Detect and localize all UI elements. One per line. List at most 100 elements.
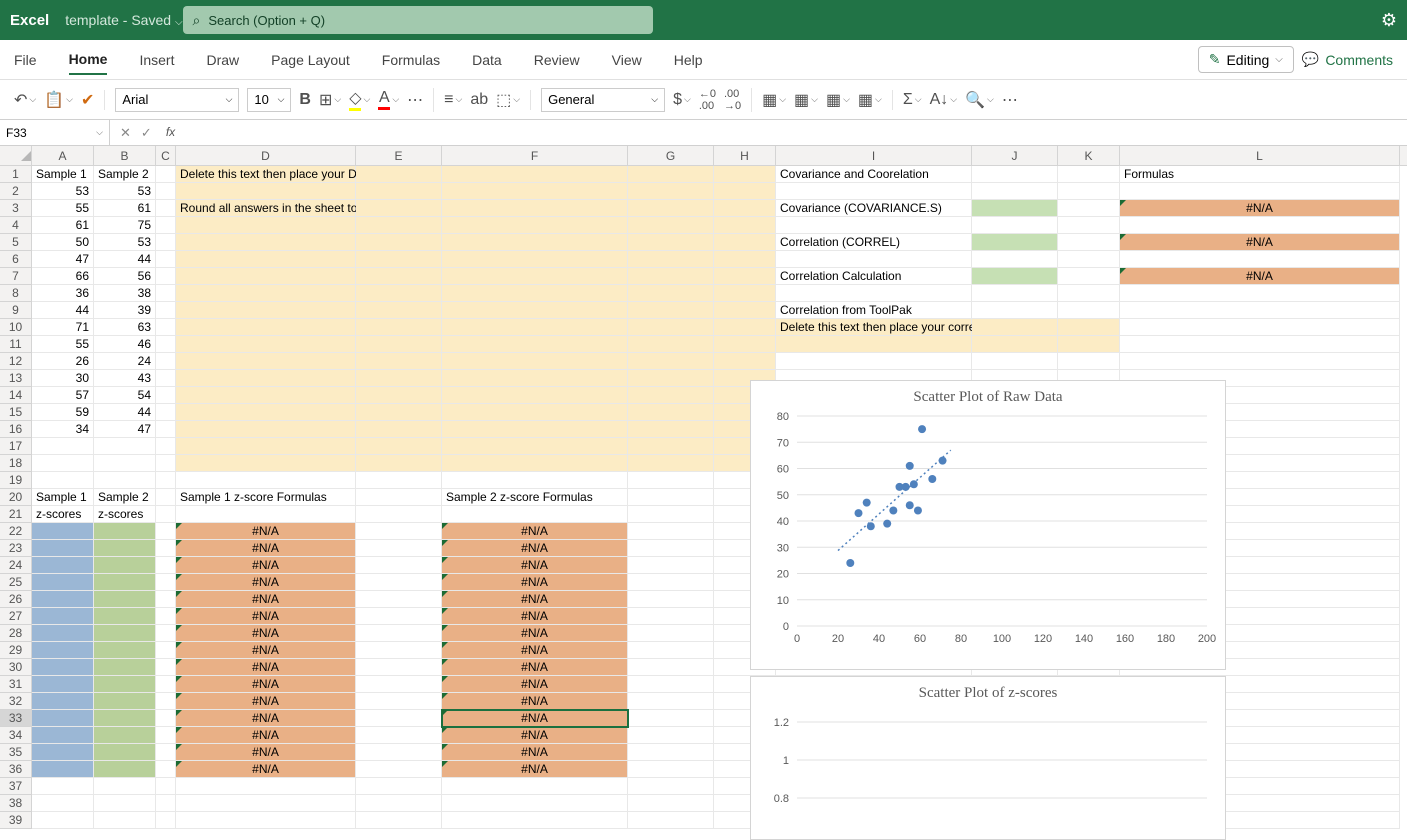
cell-D1[interactable]: Delete this text then place your Descrip…	[176, 166, 356, 183]
cell-E12[interactable]	[356, 353, 442, 370]
cell-B19[interactable]	[94, 472, 156, 489]
row-header[interactable]: 30	[0, 659, 32, 676]
cell-F21[interactable]	[442, 506, 628, 523]
cell-C14[interactable]	[156, 387, 176, 404]
cell-F1[interactable]	[442, 166, 628, 183]
cell-A32[interactable]	[32, 693, 94, 710]
cell-C33[interactable]	[156, 710, 176, 727]
cell-F29[interactable]: #N/A	[442, 642, 628, 659]
cell-H1[interactable]	[714, 166, 776, 183]
cell-F35[interactable]: #N/A	[442, 744, 628, 761]
cell-C1[interactable]	[156, 166, 176, 183]
col-header-J[interactable]: J	[972, 146, 1058, 165]
cell-K12[interactable]	[1058, 353, 1120, 370]
cell-A26[interactable]	[32, 591, 94, 608]
cell-D10[interactable]	[176, 319, 356, 336]
cell-B33[interactable]	[94, 710, 156, 727]
ribbon-tab-data[interactable]: Data	[472, 46, 502, 74]
cell-C29[interactable]	[156, 642, 176, 659]
cell-C13[interactable]	[156, 370, 176, 387]
cell-B27[interactable]	[94, 608, 156, 625]
cell-H3[interactable]	[714, 200, 776, 217]
cell-F28[interactable]: #N/A	[442, 625, 628, 642]
cell-J11[interactable]	[972, 336, 1058, 353]
search-box[interactable]: ⌕ Search (Option + Q)	[183, 6, 653, 34]
cell-G32[interactable]	[628, 693, 714, 710]
cell-E29[interactable]	[356, 642, 442, 659]
cell-G15[interactable]	[628, 404, 714, 421]
cell-F38[interactable]	[442, 795, 628, 812]
cell-G13[interactable]	[628, 370, 714, 387]
cell-C37[interactable]	[156, 778, 176, 795]
cell-H12[interactable]	[714, 353, 776, 370]
cell-D24[interactable]: #N/A	[176, 557, 356, 574]
cell-E28[interactable]	[356, 625, 442, 642]
cell-G4[interactable]	[628, 217, 714, 234]
cell-D33[interactable]: #N/A	[176, 710, 356, 727]
align-button[interactable]: ≡⌵	[444, 91, 462, 109]
cell-I4[interactable]	[776, 217, 972, 234]
cell-H10[interactable]	[714, 319, 776, 336]
cell-B3[interactable]: 61	[94, 200, 156, 217]
row-header[interactable]: 14	[0, 387, 32, 404]
cell-H7[interactable]	[714, 268, 776, 285]
cell-A38[interactable]	[32, 795, 94, 812]
cell-C19[interactable]	[156, 472, 176, 489]
cell-A34[interactable]	[32, 727, 94, 744]
cell-F2[interactable]	[442, 183, 628, 200]
cell-F5[interactable]	[442, 234, 628, 251]
cell-C35[interactable]	[156, 744, 176, 761]
cell-A8[interactable]: 36	[32, 285, 94, 302]
cell-C12[interactable]	[156, 353, 176, 370]
bold-button[interactable]: B	[299, 91, 311, 109]
row-header[interactable]: 21	[0, 506, 32, 523]
cell-B22[interactable]	[94, 523, 156, 540]
cell-F25[interactable]: #N/A	[442, 574, 628, 591]
cell-L6[interactable]	[1120, 251, 1400, 268]
cell-G8[interactable]	[628, 285, 714, 302]
cell-E35[interactable]	[356, 744, 442, 761]
row-header[interactable]: 5	[0, 234, 32, 251]
cell-I2[interactable]	[776, 183, 972, 200]
cell-B25[interactable]	[94, 574, 156, 591]
row-header[interactable]: 39	[0, 812, 32, 829]
cell-C27[interactable]	[156, 608, 176, 625]
cell-D38[interactable]	[176, 795, 356, 812]
cell-A12[interactable]: 26	[32, 353, 94, 370]
cell-G19[interactable]	[628, 472, 714, 489]
cell-A39[interactable]	[32, 812, 94, 829]
cell-D34[interactable]: #N/A	[176, 727, 356, 744]
ribbon-tab-file[interactable]: File	[14, 46, 37, 74]
fx-label[interactable]: fx	[166, 125, 175, 141]
cell-G17[interactable]	[628, 438, 714, 455]
cell-E8[interactable]	[356, 285, 442, 302]
cell-A24[interactable]	[32, 557, 94, 574]
cell-E30[interactable]	[356, 659, 442, 676]
cell-G25[interactable]	[628, 574, 714, 591]
cell-K3[interactable]	[1058, 200, 1120, 217]
cell-B26[interactable]	[94, 591, 156, 608]
col-header-B[interactable]: B	[94, 146, 156, 165]
cell-E36[interactable]	[356, 761, 442, 778]
cell-D13[interactable]	[176, 370, 356, 387]
merge-button[interactable]: ⬚⌵	[496, 90, 520, 110]
cell-J8[interactable]	[972, 285, 1058, 302]
cell-J3[interactable]	[972, 200, 1058, 217]
find-button[interactable]: 🔍⌵	[965, 90, 994, 110]
cell-A10[interactable]: 71	[32, 319, 94, 336]
cell-A20[interactable]: Sample 1	[32, 489, 94, 506]
cell-F8[interactable]	[442, 285, 628, 302]
cell-L4[interactable]	[1120, 217, 1400, 234]
cell-D22[interactable]: #N/A	[176, 523, 356, 540]
cell-A6[interactable]: 47	[32, 251, 94, 268]
row-header[interactable]: 29	[0, 642, 32, 659]
cell-L11[interactable]	[1120, 336, 1400, 353]
cell-C11[interactable]	[156, 336, 176, 353]
increase-decimal-button[interactable]: ←0.00	[699, 88, 716, 112]
border-button[interactable]: ⊞⌵	[319, 90, 341, 110]
cell-A5[interactable]: 50	[32, 234, 94, 251]
cell-J12[interactable]	[972, 353, 1058, 370]
cell-E13[interactable]	[356, 370, 442, 387]
cell-D12[interactable]	[176, 353, 356, 370]
cell-B29[interactable]	[94, 642, 156, 659]
